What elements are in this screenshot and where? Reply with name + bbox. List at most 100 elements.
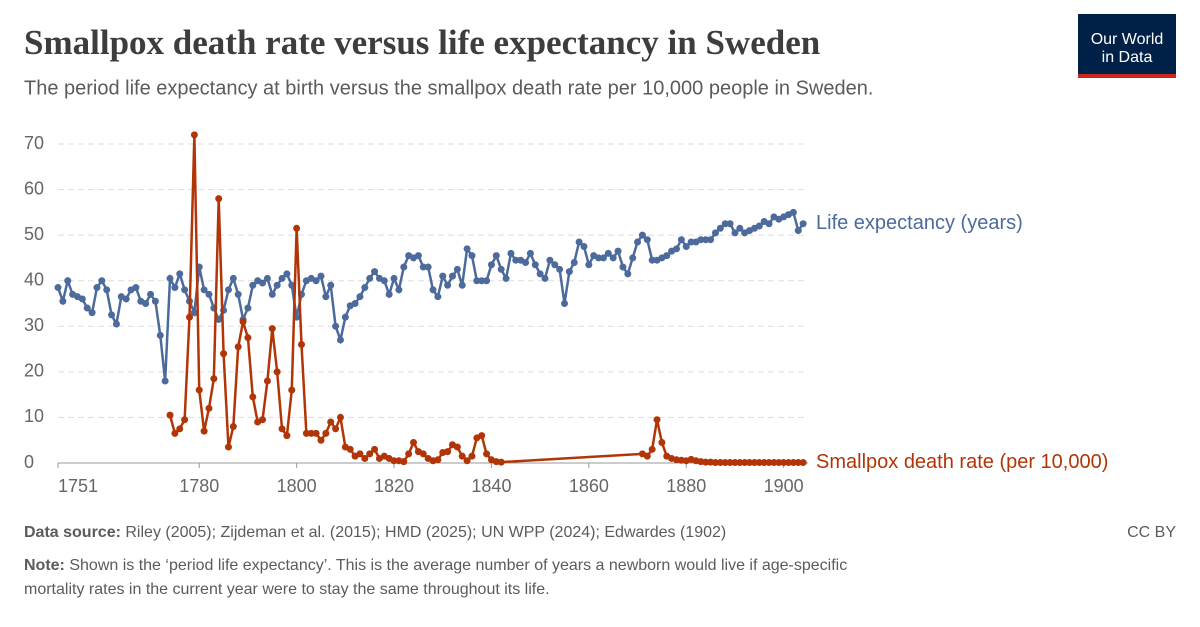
logo-text: in Data [1102,49,1153,66]
data-point [312,277,320,285]
data-point [507,249,515,257]
data-point [663,252,671,260]
data-point [229,274,237,282]
data-point [414,252,422,260]
data-point [711,229,719,237]
license: CC BY [1127,524,1176,541]
data-point [419,450,427,458]
data-point [244,304,252,312]
data-point [132,284,140,292]
data-point [322,293,330,301]
data-point [731,229,739,237]
data-point [361,284,369,292]
x-tick-label: 1880 [666,476,706,496]
data-point [210,375,218,383]
data-point [307,429,315,437]
note-label: Note: [24,557,65,574]
data-point [351,300,359,307]
data-point [565,268,573,276]
data-point [322,429,330,437]
data-point [356,450,364,458]
data-point [789,208,797,216]
data-point [366,450,374,458]
data-point [205,290,213,298]
source-label: Data source: [24,524,121,541]
data-point [658,438,666,446]
data-point [181,416,189,424]
data-point [259,416,267,424]
data-point [327,281,335,289]
data-point [205,404,213,412]
logo [1078,14,1176,78]
data-point [278,274,286,282]
y-tick-label: 40 [24,269,44,289]
data-point [434,456,442,464]
data-point [536,270,544,278]
data-point [259,279,267,287]
series-line [56,210,805,382]
data-point [200,286,208,294]
data-point [195,386,203,394]
data-point [760,459,768,467]
data-point [103,286,111,294]
data-point [229,423,237,431]
data-point [673,245,681,253]
data-point [298,341,306,349]
note-text: Shown is the ‘period life expectancy’. T… [69,557,847,574]
data-point [483,450,491,458]
data-point [59,297,67,305]
data-point [224,286,232,294]
data-point [302,429,310,437]
data-point [410,438,418,446]
x-tick-label: 1800 [277,476,317,496]
data-point [799,220,807,228]
data-point [400,263,408,271]
data-point [522,258,530,266]
data-point [361,454,369,462]
data-point [677,236,685,244]
data-point [356,293,364,301]
data-point [448,272,456,280]
data-point [288,281,296,289]
y-tick-label: 70 [24,133,44,153]
data-point [400,458,408,466]
data-point [794,459,802,467]
x-tick-label: 1780 [179,476,219,496]
data-point [171,429,179,437]
data-point [721,459,729,467]
data-point [648,256,656,264]
data-point [93,284,101,292]
data-point [653,416,661,424]
data-point [181,286,189,294]
data-point [220,350,228,358]
data-point [765,220,773,228]
data-point [263,377,271,385]
data-point [190,131,198,139]
data-point [497,458,505,466]
data-point [473,277,481,285]
data-point [634,238,642,246]
data-point [483,277,491,285]
data-point [629,254,637,262]
data-point [716,459,724,467]
data-point [390,457,398,465]
data-point [108,311,116,319]
data-point [775,459,783,467]
data-point [371,445,379,453]
data-point [556,265,564,273]
data-point [429,286,437,294]
data-point [88,309,96,317]
data-point [405,450,413,458]
data-point [697,236,705,244]
data-point [711,459,719,467]
data-point [580,243,588,251]
data-point [98,277,106,285]
data-point [64,277,72,285]
x-tick-label: 1900 [764,476,804,496]
data-point [468,252,476,260]
data-point [249,393,257,401]
data-point [317,436,325,444]
data-point [151,297,159,305]
data-point [551,261,559,269]
data-point [595,254,603,262]
